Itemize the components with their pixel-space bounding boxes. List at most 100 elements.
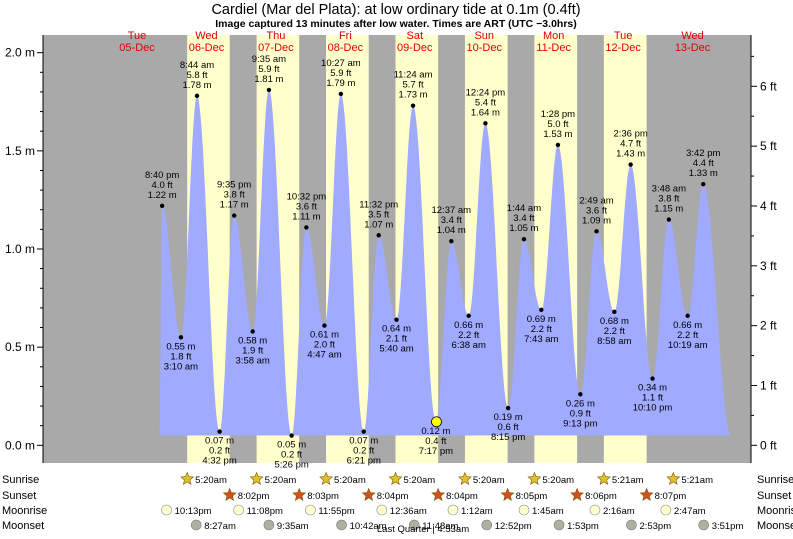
tide-label: 0.64 m (382, 324, 411, 335)
moonrise-icon (305, 504, 316, 516)
tide-label: 2:36 pm (613, 129, 647, 140)
tide-point (594, 229, 599, 234)
sunrise-time: 5:20am (473, 475, 505, 486)
moonrise-time: 11:55pm (318, 506, 354, 517)
row-label-left: Moonrise (2, 505, 47, 517)
sunset-time: 8:04pm (377, 491, 409, 502)
tide-label: 4.0 ft (152, 180, 173, 191)
tide-point (505, 405, 511, 411)
tide-point (466, 313, 471, 318)
y-tick-label-ft: 6 ft (760, 79, 777, 93)
tide-label: 1.9 ft (242, 345, 263, 356)
tide-label: 0.55 m (166, 341, 195, 352)
tide-label: 0.6 ft (498, 422, 519, 433)
tide-label: 1.15 m (654, 204, 683, 215)
tide-label: 0.66 m (673, 320, 702, 331)
tide-extrema: 8:40 pm4.0 ft1.22 m 0.55 m1.8 ft3:10 am 8:… (145, 54, 721, 471)
tide-label: 0.2 ft (281, 450, 302, 461)
tide-label: 12:37 am (431, 205, 471, 216)
current-tide-marker (431, 416, 442, 428)
moonset-icon (263, 519, 275, 531)
tide-label: 8:15 pm (491, 432, 525, 443)
tide-label: 0.26 m (566, 398, 595, 409)
moonrise-time: 10:13pm (175, 506, 212, 517)
tide-label: 1.43 m (616, 149, 645, 160)
sunrise-time: 5:20am (195, 475, 227, 486)
sunset-time: 8:06pm (585, 491, 617, 502)
tide-label: 1.8 ft (170, 351, 191, 362)
tide-point (555, 142, 561, 148)
sunrise-icon (527, 471, 542, 485)
row-label-left: Moonset (2, 520, 44, 532)
tide-label: 5.9 ft (258, 64, 279, 75)
tide-point (701, 182, 706, 187)
day-name-label: Sat (407, 30, 424, 42)
tide-label: 0.07 m (349, 436, 378, 447)
tide-label: 0.2 ft (353, 446, 374, 457)
tide-point (578, 392, 583, 397)
moonrise-icon (447, 504, 459, 516)
moonset-time: 11:48am (422, 521, 458, 532)
tide-label: 10:19 am (668, 340, 708, 351)
tide-point (250, 329, 255, 334)
tide-point (410, 103, 416, 108)
tide-area (159, 90, 732, 436)
day-name-label: Fri (339, 30, 352, 42)
y-tick-label-m: 1.0 m (5, 242, 35, 256)
tide-label: 4.4 ft (693, 158, 714, 169)
tide-label: 7:43 am (524, 334, 558, 345)
moonset-icon (408, 519, 420, 531)
tide-label: 5.4 ft (475, 97, 496, 108)
moonrise-time: 2:16am (603, 506, 635, 517)
sunset-time: 8:03pm (307, 491, 339, 502)
sunset-icon (222, 487, 237, 501)
y-tick-label-ft: 1 ft (760, 378, 777, 392)
tide-label: 7:17 pm (419, 446, 453, 457)
tide-point (322, 323, 327, 328)
sunset-icon (500, 487, 515, 501)
moonset-icon (698, 519, 709, 531)
moonrise-icon (161, 504, 172, 516)
tide-label: 0.61 m (310, 330, 339, 341)
sunrise-icon (666, 471, 681, 485)
sunset-time: 8:02pm (238, 491, 270, 502)
day-date-label: 10-Dec (466, 42, 502, 54)
tide-label: 4.7 ft (620, 139, 641, 150)
astro-rows: Sunrise Sunrise 5:20am 5:20am 5:20am 5:20am 5:… (2, 471, 793, 532)
tide-point (483, 121, 488, 126)
tide-label: 0.66 m (454, 320, 483, 331)
row-label-left: Sunrise (2, 474, 39, 486)
tide-point (650, 376, 655, 381)
moonrise-icon (233, 504, 244, 516)
tide-point (666, 217, 672, 222)
tide-point (361, 429, 366, 434)
tide-label: 2:49 am (579, 195, 613, 206)
tide-label: 0.4 ft (425, 436, 446, 447)
tide-label: 1.78 m (182, 80, 211, 91)
sunrise-icon (319, 471, 333, 485)
moonset-icon (190, 519, 202, 531)
tide-label: 5.0 ft (547, 119, 568, 130)
sunrise-time: 5:21am (681, 475, 713, 486)
tide-label: 0.34 m (638, 383, 667, 394)
tide-label: 1:44 am (507, 203, 541, 214)
tide-label: 3.4 ft (513, 213, 534, 224)
chart-title: Cardiel (Mar del Plata): at low ordinary… (211, 2, 580, 18)
tide-label: 2.2 ft (604, 326, 625, 337)
tide-label: 0.9 ft (570, 408, 591, 419)
moonset-time: 1:53pm (567, 521, 599, 532)
day-name-label: Wed (681, 30, 703, 42)
sunset-time: 8:07pm (655, 491, 687, 502)
tide-point (376, 233, 381, 238)
sunrise-icon (596, 471, 611, 485)
sunrise-icon (249, 471, 264, 485)
day-date-label: 09-Dec (397, 42, 433, 54)
tide-label: 0.12 m (421, 426, 450, 437)
moonrise-icon (660, 504, 672, 516)
sunset-icon (292, 487, 307, 501)
tide-label: 3:58 am (236, 355, 270, 366)
day-name-label: Sun (474, 30, 494, 42)
day-name-label: Mon (543, 30, 564, 42)
day-name-label: Tue (614, 30, 633, 42)
tide-label: 0.19 m (494, 412, 523, 423)
